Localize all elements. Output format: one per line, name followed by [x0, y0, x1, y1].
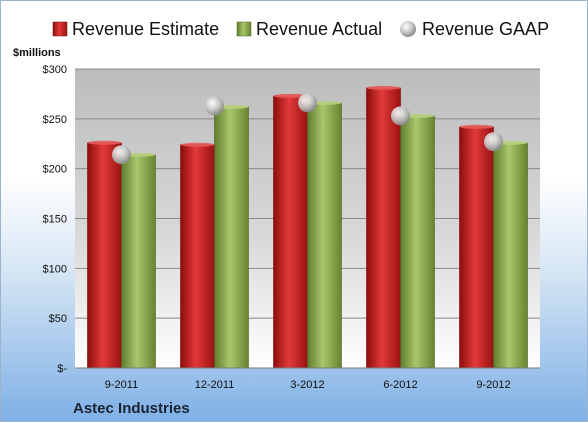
y-tick-label-5: $250 — [43, 114, 67, 126]
legend-item-revenue-estimate: Revenue Estimate — [52, 19, 219, 39]
x-axis: 9-2011 12-2011 3-2012 6-2012 9-2012 — [75, 367, 540, 391]
bar-estimate-12-2011 — [180, 144, 215, 369]
bar-actual-9-2011 — [121, 154, 156, 369]
legend-item-revenue-actual: Revenue Actual — [236, 19, 382, 39]
bar-actual-6-2012 — [400, 115, 435, 369]
gaap-markers — [112, 93, 503, 165]
x-tick-label-2: 3-2012 — [290, 379, 324, 391]
y-axis: $- $50 $100 $150 $200 $250 $300 — [43, 64, 68, 375]
gaap-marker-3-2012 — [298, 93, 317, 113]
y-tick-label-0: $- — [57, 363, 67, 375]
bar-estimate-top-3-2012 — [273, 93, 308, 98]
bar-estimate-top-9-2011 — [87, 140, 122, 145]
y-tick-label-3: $150 — [43, 214, 67, 226]
y-tick-label-2: $100 — [43, 263, 67, 275]
x-tick-label-1: 12-2011 — [195, 379, 235, 391]
x-tick-label-0: 9-2011 — [105, 379, 138, 391]
gaap-marker-12-2011 — [205, 96, 224, 116]
company-label: Astec Industries — [73, 400, 190, 417]
y-tick-label-6: $300 — [43, 64, 67, 76]
bar-actual-9-2012 — [493, 142, 528, 369]
legend-label-gaap: Revenue GAAP — [422, 19, 549, 39]
y-tick-label-1: $50 — [49, 313, 67, 325]
legend-marker-gaap — [400, 21, 416, 37]
bar-estimate-top-6-2012 — [366, 85, 401, 90]
bar-estimate-9-2012 — [459, 126, 494, 369]
legend: Revenue Estimate Revenue Actual Revenue … — [52, 19, 549, 39]
bar-estimate-top-12-2011 — [180, 142, 215, 147]
bar-estimate-6-2012 — [366, 87, 401, 369]
x-tick-label-4: 9-2012 — [476, 379, 510, 391]
legend-label-actual: Revenue Actual — [256, 19, 382, 39]
bar-estimate-3-2012 — [273, 95, 308, 369]
bar-estimate-top-9-2012 — [459, 124, 494, 129]
gaap-marker-9-2012 — [484, 132, 503, 152]
legend-item-revenue-gaap: Revenue GAAP — [400, 19, 549, 39]
bars — [87, 85, 528, 369]
x-tick-label-3: 6-2012 — [383, 379, 417, 391]
legend-label-estimate: Revenue Estimate — [72, 19, 219, 39]
bar-estimate-9-2011 — [87, 142, 122, 369]
legend-swatch-actual — [236, 21, 252, 37]
legend-swatch-estimate — [52, 21, 68, 37]
y-unit-label: $millions — [13, 47, 61, 59]
y-tick-label-4: $200 — [43, 164, 67, 176]
gaap-marker-6-2012 — [391, 106, 410, 126]
gaap-marker-9-2011 — [112, 145, 131, 165]
bar-actual-3-2012 — [307, 102, 342, 369]
bar-actual-12-2011 — [214, 106, 249, 369]
